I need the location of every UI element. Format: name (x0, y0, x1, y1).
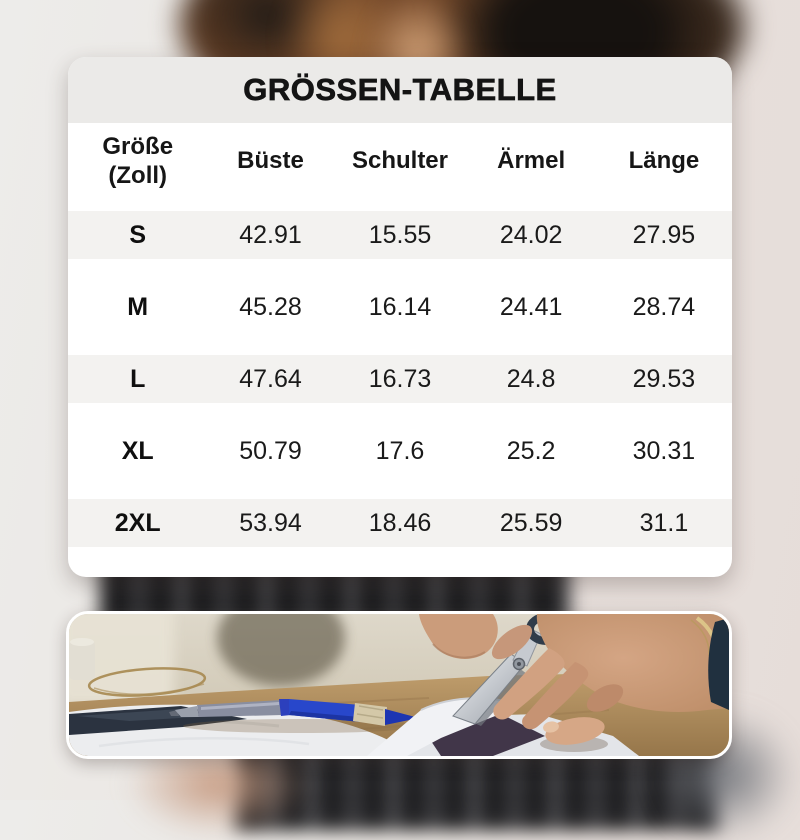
size-label: L (130, 364, 146, 393)
wire-loop (87, 667, 207, 697)
length-value: 31.1 (639, 508, 689, 537)
shoulder-value: 16.73 (368, 364, 432, 393)
bust-value: 50.79 (239, 436, 302, 465)
shoulder-value: 17.6 (375, 436, 425, 465)
length-value: 27.95 (632, 220, 696, 249)
column-header-sleeve: Ärmel (497, 147, 566, 175)
table-row-xl: XL 50.79 17.6 25.2 30.31 (68, 415, 732, 487)
column-header-size-label: Größe (102, 132, 174, 160)
table-row-s: S 42.91 15.55 24.02 27.95 (68, 199, 732, 271)
bust-value: 47.64 (239, 364, 302, 393)
size-label: XL (121, 436, 154, 465)
column-header-size: Größe (Zoll) (68, 132, 207, 191)
thumbnail (543, 721, 559, 733)
column-header-bust: Büste (237, 147, 304, 175)
blue-pen (169, 699, 419, 733)
shoulder-value: 18.46 (368, 508, 432, 537)
length-value: 28.74 (632, 292, 696, 321)
fabric-cutting-photo (66, 611, 732, 759)
table-row-m: M 45.28 16.14 24.41 28.74 (68, 271, 732, 343)
size-chart-title: GRÖSSEN-TABELLE (243, 72, 557, 108)
bust-value: 45.28 (239, 292, 302, 321)
shoulder-value: 15.55 (368, 220, 432, 249)
bust-value: 53.94 (239, 508, 302, 537)
length-value: 29.53 (632, 364, 696, 393)
sleeve-value: 25.2 (506, 436, 556, 465)
size-label: 2XL (114, 508, 161, 537)
table-header-row: Größe (Zoll) Büste Schulter Ärmel Länge (68, 123, 732, 199)
sleeve-value: 24.41 (499, 292, 563, 321)
fabric-cutting-illustration (69, 614, 729, 756)
column-header-shoulder: Schulter (351, 147, 448, 175)
bust-value: 42.91 (239, 220, 302, 249)
size-chart-header-band: GRÖSSEN-TABELLE (68, 57, 732, 123)
table-row-2xl: 2XL 53.94 18.46 25.59 31.1 (68, 487, 732, 559)
sleeve-value: 24.02 (499, 220, 563, 249)
column-header-length: Länge (628, 147, 700, 175)
shoulder-value: 16.14 (368, 292, 432, 321)
glass-object (69, 638, 95, 680)
navy-sleeve (708, 618, 729, 710)
column-header-size-unit: (Zoll) (108, 162, 168, 189)
size-chart-card: GRÖSSEN-TABELLE Größe (Zoll) Büste Schul… (68, 57, 732, 577)
length-value: 30.31 (632, 436, 696, 465)
table-row-l: L 47.64 16.73 24.8 29.53 (68, 343, 732, 415)
size-label: S (129, 220, 147, 249)
size-label: M (127, 292, 149, 321)
sleeve-value: 24.8 (506, 364, 556, 393)
sleeve-value: 25.59 (499, 508, 563, 537)
